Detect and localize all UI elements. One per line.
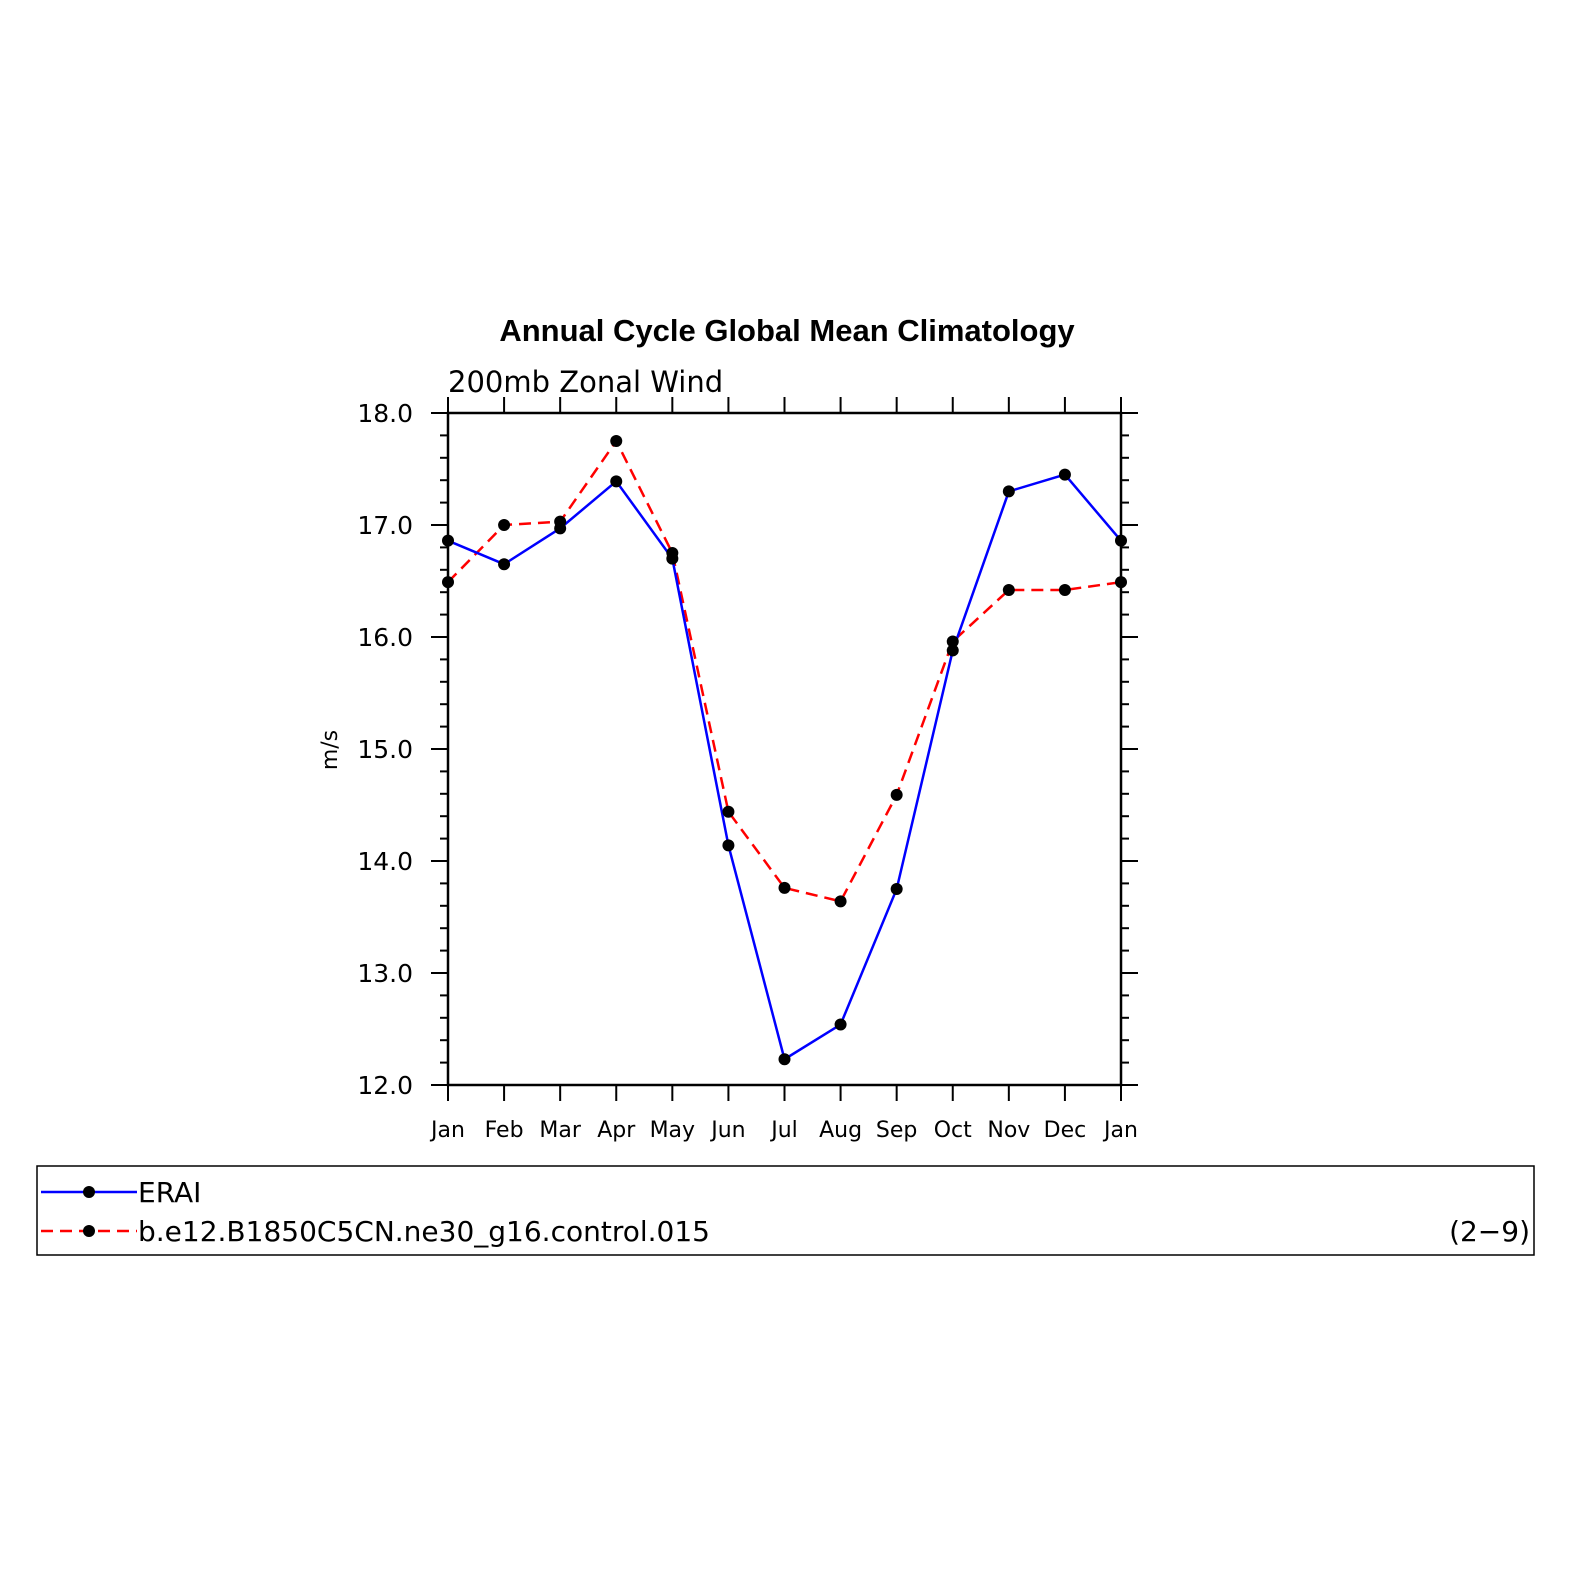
- chart-subtitle: 200mb Zonal Wind: [448, 365, 723, 399]
- series-line-erai: [447, 473, 1122, 1062]
- data-point-erai: [666, 552, 679, 565]
- data-point-model: [834, 895, 847, 908]
- data-point-model: [722, 805, 735, 818]
- data-point-model: [1002, 583, 1015, 596]
- x-tick-label: Dec: [1044, 1118, 1087, 1143]
- plot-series: [442, 435, 1127, 1066]
- data-point-erai: [498, 558, 511, 571]
- data-point-model: [778, 881, 791, 894]
- x-tick-label: Jun: [709, 1118, 745, 1143]
- legend-marker-erai: [83, 1186, 95, 1198]
- x-tick-label: Jan: [1102, 1118, 1138, 1143]
- data-point-model: [610, 435, 623, 447]
- data-point-model: [946, 635, 959, 648]
- y-tick-label: 18.0: [357, 399, 413, 428]
- data-point-erai: [554, 522, 567, 535]
- legend: ERAI b.e12.B1850C5CN.ne30_g16.control.01…: [36, 1165, 1535, 1256]
- data-point-model: [498, 519, 511, 531]
- x-tick-label: Aug: [819, 1118, 862, 1143]
- y-tick-label: 12.0: [357, 1071, 413, 1100]
- legend-label-model: b.e12.B1850C5CN.ne30_g16.control.015: [138, 1215, 710, 1248]
- y-tick-label: 16.0: [357, 623, 413, 652]
- data-point-erai: [610, 475, 623, 488]
- y-axis-label: m/s: [318, 730, 343, 770]
- x-tick-label: Nov: [987, 1118, 1030, 1143]
- data-point-erai: [890, 883, 903, 895]
- x-tick-label: Oct: [934, 1118, 972, 1143]
- legend-label-erai: ERAI: [138, 1176, 201, 1209]
- legend-marker-model: [83, 1225, 95, 1237]
- x-tick-label: Feb: [485, 1118, 524, 1143]
- x-tick-label: Jan: [429, 1118, 465, 1143]
- panel-label: (2−9): [1449, 1215, 1530, 1248]
- series-line-model: [447, 438, 1122, 903]
- data-point-model: [890, 788, 903, 801]
- legend-box: [36, 1165, 1535, 1256]
- y-tick-label: 15.0: [357, 735, 413, 764]
- y-tick-label: 14.0: [357, 847, 413, 876]
- tick-labels: 12.0 13.0 14.0 15.0 16.0 17.0 18.0 Jan Feb Mar Apr…: [357, 399, 1138, 1143]
- data-point-erai: [1002, 485, 1015, 498]
- data-point-erai: [1058, 468, 1071, 481]
- data-point-erai: [946, 644, 959, 657]
- y-tick-label: 13.0: [357, 959, 413, 988]
- x-tick-label: Apr: [597, 1118, 636, 1143]
- data-point-model: [1058, 583, 1071, 596]
- data-point-erai: [778, 1053, 791, 1066]
- x-tick-label: Sep: [876, 1118, 917, 1143]
- x-tick-label: May: [650, 1118, 695, 1143]
- plot-frame: [446, 411, 1123, 1087]
- axis-ticks: [431, 397, 1138, 1101]
- data-point-erai: [834, 1018, 847, 1031]
- y-tick-label: 17.0: [357, 511, 413, 540]
- data-point-erai: [722, 839, 735, 852]
- chart-title: Annual Cycle Global Mean Climatology: [499, 313, 1075, 348]
- x-tick-label: Jul: [769, 1118, 798, 1143]
- x-tick-label: Mar: [539, 1118, 581, 1143]
